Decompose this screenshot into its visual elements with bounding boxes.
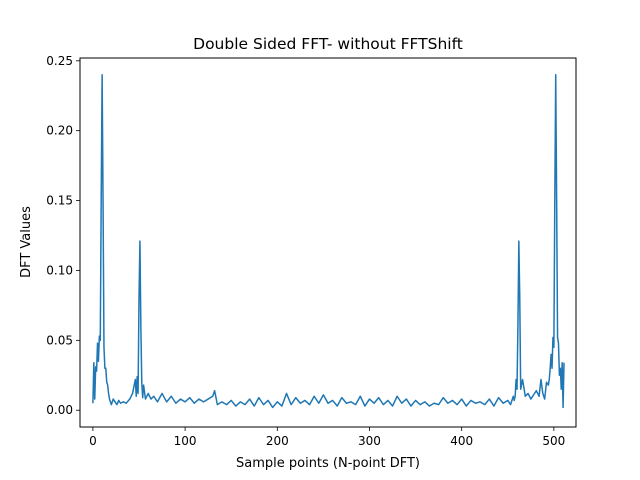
plot-area (92, 74, 565, 409)
x-axis: 0 100 200 300 400 500 (89, 427, 565, 448)
dft-series-line (92, 74, 565, 409)
y-tick-label: 0.05 (46, 333, 73, 347)
x-tick-label: 200 (266, 434, 289, 448)
y-axis: 0.00 0.05 0.10 0.15 0.20 0.25 (46, 54, 80, 417)
y-tick-label: 0.00 (46, 403, 73, 417)
y-tick-label: 0.15 (46, 194, 73, 208)
y-tick-label: 0.10 (46, 263, 73, 277)
x-axis-label: Sample points (N-point DFT) (236, 456, 420, 471)
x-tick-label: 500 (542, 434, 565, 448)
x-tick-label: 100 (174, 434, 197, 448)
x-tick-label: 0 (89, 434, 97, 448)
y-tick-label: 0.20 (46, 124, 73, 138)
axes-frame (79, 57, 577, 428)
chart-title: Double Sided FFT- without FFTShift (193, 35, 463, 53)
y-tick-label: 0.25 (46, 54, 73, 68)
x-tick-label: 300 (358, 434, 381, 448)
x-tick-label: 400 (450, 434, 473, 448)
y-axis-label: DFT Values (19, 206, 34, 278)
